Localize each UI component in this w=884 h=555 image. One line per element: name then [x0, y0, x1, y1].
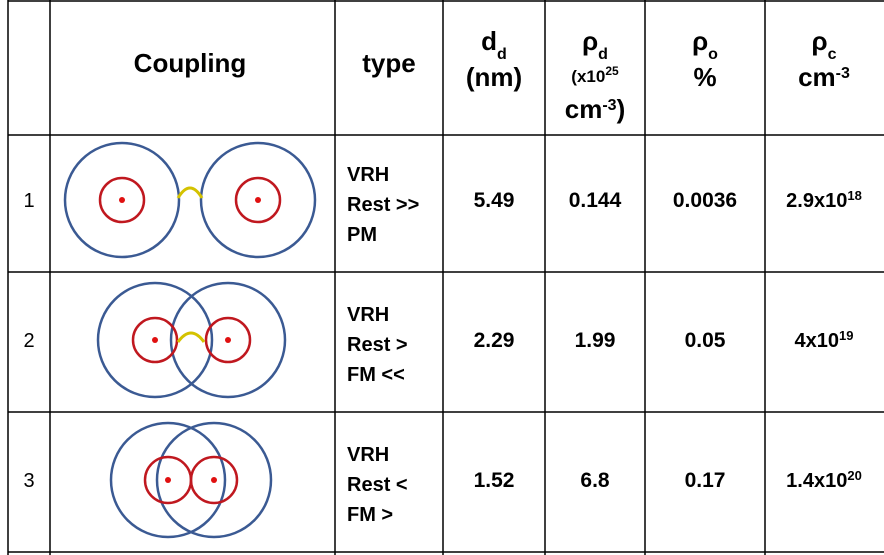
subscript: c: [828, 46, 837, 63]
header-rho-o-unit: %: [693, 62, 716, 92]
cell-rho-c: 2.9x1018: [786, 188, 862, 213]
subscript: o: [708, 46, 718, 63]
superscript: 25: [605, 64, 619, 78]
symbol: d: [481, 26, 497, 56]
superscript: -3: [602, 97, 616, 114]
superscript: -3: [836, 65, 850, 82]
coupling-diagram-3: [111, 423, 271, 537]
header-rho-d: ρd: [582, 26, 608, 63]
row-index: 3: [23, 470, 34, 492]
mantissa: 4x10: [795, 330, 840, 352]
header-type: type: [362, 48, 415, 78]
header-rho-c-unit: cm-3: [798, 62, 850, 92]
unit: (x10: [571, 67, 605, 86]
cell-dd: 2.29: [474, 329, 515, 352]
exponent: 19: [839, 328, 853, 343]
unit: cm: [565, 94, 603, 124]
type-line: PM: [347, 224, 377, 246]
row-index: 1: [23, 190, 34, 212]
symbol: ρ: [582, 26, 598, 56]
type-line: Rest >: [347, 334, 408, 356]
exponent: 18: [847, 188, 861, 203]
header-rho-o: ρo: [692, 26, 718, 63]
header-rho-d-unit-2: cm-3): [565, 94, 625, 124]
cell-rho-d: 1.99: [575, 329, 616, 352]
coupling-diagram-2: [98, 283, 285, 397]
cell-dd: 5.49: [474, 189, 515, 212]
subscript: d: [598, 46, 608, 63]
type-line: VRH: [347, 444, 389, 466]
mantissa: 1.4x10: [786, 470, 847, 492]
type-line: VRH: [347, 164, 389, 186]
header-rho-d-unit: (x1025: [571, 64, 619, 86]
table: Coupling type dd (nm) ρd (x1025 cm-3) ρo…: [0, 0, 884, 555]
mantissa: 2.9x10: [786, 190, 847, 212]
type-line: FM <<: [347, 364, 405, 386]
symbol: ρ: [692, 26, 708, 56]
symbol: ρ: [812, 26, 828, 56]
cell-rho-c: 1.4x1020: [786, 468, 862, 493]
unit: cm: [798, 62, 836, 92]
header-dd: dd: [481, 26, 507, 63]
header-rho-c: ρc: [812, 26, 837, 63]
type-line: VRH: [347, 304, 389, 326]
cell-rho-o: 0.0036: [673, 189, 737, 212]
row-index: 2: [23, 330, 34, 352]
coupling-diagram-1: [65, 143, 315, 257]
cell-rho-o: 0.17: [685, 469, 726, 492]
type-line: FM >: [347, 504, 393, 526]
type-line: Rest >>: [347, 194, 419, 216]
header-dd-unit: (nm): [466, 62, 522, 92]
subscript: d: [497, 46, 507, 63]
cell-rho-d: 0.144: [569, 189, 622, 212]
type-line: Rest <: [347, 474, 408, 496]
cell-rho-o: 0.05: [685, 329, 726, 352]
header-coupling: Coupling: [134, 48, 247, 78]
cell-rho-d: 6.8: [580, 469, 610, 492]
exponent: 20: [847, 468, 861, 483]
unit-end: ): [617, 94, 626, 124]
table-grid: [8, 0, 884, 555]
cell-rho-c: 4x1019: [795, 328, 854, 353]
cell-dd: 1.52: [474, 469, 515, 492]
